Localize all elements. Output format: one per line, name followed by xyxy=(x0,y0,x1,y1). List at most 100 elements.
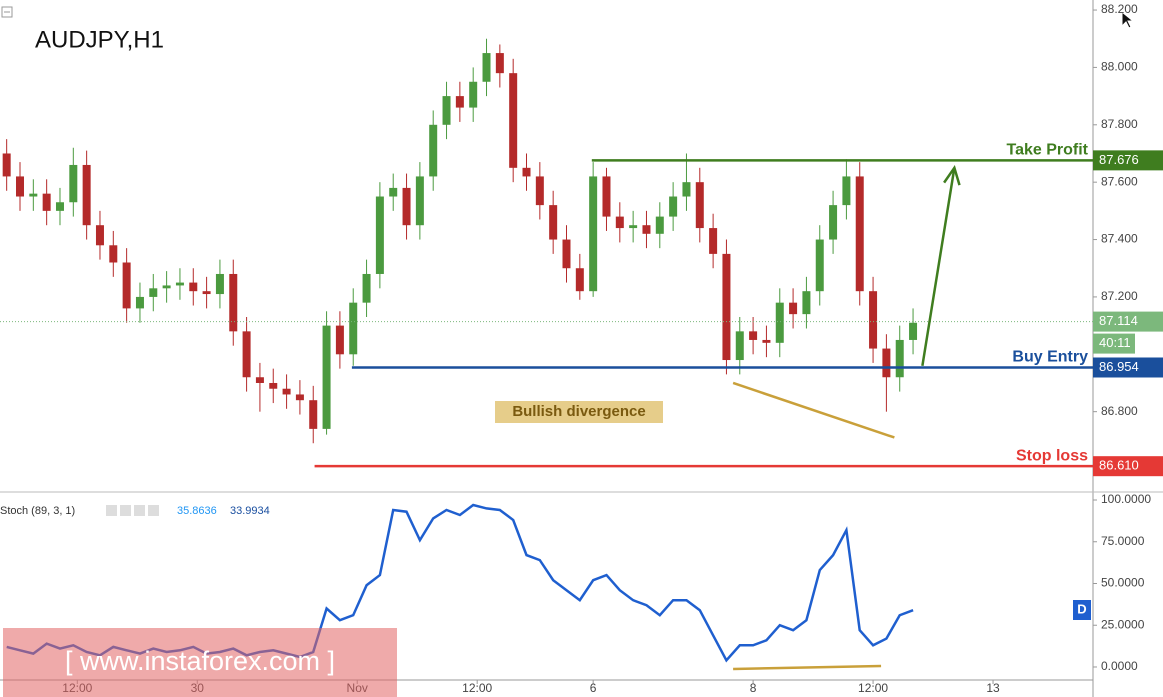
candle-body xyxy=(829,205,838,240)
level-badge xyxy=(1093,357,1163,378)
candle-body xyxy=(255,377,264,383)
y-tick-label: 0.0000 xyxy=(1101,659,1138,673)
candle-body xyxy=(575,268,584,292)
button[interactable] xyxy=(134,505,145,516)
note-box xyxy=(495,401,663,423)
candle-body xyxy=(122,262,131,309)
candle-body xyxy=(655,216,664,234)
candle-body xyxy=(869,291,878,349)
x-tick-label: 6 xyxy=(590,681,597,695)
candle-body xyxy=(362,273,371,303)
candle-body xyxy=(615,216,624,229)
candle-body xyxy=(175,282,184,286)
button[interactable] xyxy=(120,505,131,516)
indicator-reading: 35.8636 xyxy=(177,505,217,517)
candle-body xyxy=(642,225,651,234)
level-label: Take Profit xyxy=(1007,142,1089,159)
level-badge-label: 86.610 xyxy=(1099,458,1139,473)
candle-body xyxy=(909,322,918,340)
candle-body xyxy=(855,176,864,292)
candle-body xyxy=(709,228,718,254)
level-badge xyxy=(1093,150,1163,171)
indicator-title: Stoch (89, 3, 1) xyxy=(0,505,75,517)
candle-body xyxy=(455,96,464,108)
candle-body xyxy=(15,176,24,197)
candle-body xyxy=(82,164,91,226)
y-tick-label: 88.000 xyxy=(1101,60,1138,74)
arrow-head xyxy=(943,164,961,186)
button[interactable] xyxy=(106,505,117,516)
candle-body xyxy=(442,96,451,125)
candle-body xyxy=(482,53,491,82)
y-tick-label: 25.0000 xyxy=(1101,617,1145,631)
candle-body xyxy=(429,124,438,177)
candle-body xyxy=(749,331,758,340)
candle-body xyxy=(535,176,544,206)
candle-body xyxy=(215,273,224,295)
candle-body xyxy=(375,196,384,274)
candle-body xyxy=(882,348,891,378)
candle-body xyxy=(389,187,398,197)
level-badge-label: 87.676 xyxy=(1099,152,1139,167)
candle-body xyxy=(842,176,851,206)
candle-body xyxy=(589,176,598,292)
candle-body xyxy=(2,153,11,177)
candle-body xyxy=(522,167,531,177)
candle-body xyxy=(562,239,571,269)
watermark-box xyxy=(3,628,397,697)
indicator-badge xyxy=(1073,600,1091,620)
countdown-badge xyxy=(1093,333,1135,354)
current-price-badge xyxy=(1093,311,1163,332)
divergence-line xyxy=(732,381,895,439)
candle-body xyxy=(149,288,158,297)
candle-body xyxy=(602,176,611,217)
candle-body xyxy=(895,339,904,378)
y-tick-label: 86.800 xyxy=(1101,404,1138,418)
candle-body xyxy=(109,245,118,263)
arrow-shaft xyxy=(921,167,956,366)
candle-body xyxy=(69,164,78,203)
chart-title: AUDJPY,H1 xyxy=(35,26,164,53)
indicator-buttons xyxy=(106,505,159,516)
candle-body xyxy=(469,81,478,108)
countdown-label: 40:11 xyxy=(1099,335,1131,350)
cursor xyxy=(1121,10,1135,29)
watermark: [ www.instaforex.com ] xyxy=(65,646,335,676)
candle-body xyxy=(349,302,358,355)
level-label: Buy Entry xyxy=(1012,349,1088,366)
indicator-reading: 33.9934 xyxy=(230,505,270,517)
candle-body xyxy=(815,239,824,292)
candle-body xyxy=(269,382,278,389)
y-tick-label: 100.0000 xyxy=(1101,492,1151,506)
collapse-button[interactable] xyxy=(1,6,13,18)
candle-body xyxy=(775,302,784,343)
candle-body xyxy=(722,253,731,361)
y-tick-label: 87.200 xyxy=(1101,289,1138,303)
y-tick-label: 87.600 xyxy=(1101,174,1138,188)
candle-body xyxy=(802,291,811,315)
candle-body xyxy=(295,394,304,401)
x-tick-label: 12:00 xyxy=(462,681,492,695)
x-tick-label: 13 xyxy=(986,681,1000,695)
divergence-line xyxy=(733,664,882,671)
candle-body xyxy=(95,225,104,246)
candle-body xyxy=(789,302,798,315)
y-tick-label: 75.0000 xyxy=(1101,534,1145,548)
candle-body xyxy=(735,331,744,361)
candle-body xyxy=(29,193,38,197)
candle-body xyxy=(229,273,238,332)
candle-body xyxy=(135,296,144,309)
level-label: Stop loss xyxy=(1016,447,1088,464)
candle-body xyxy=(495,53,504,74)
candle-body xyxy=(669,196,678,217)
candle-body xyxy=(189,282,198,292)
candle-body xyxy=(309,400,318,429)
current-price-label: 87.114 xyxy=(1099,313,1138,328)
x-tick-label: 8 xyxy=(750,681,757,695)
level-badge xyxy=(1093,456,1163,477)
button[interactable] xyxy=(148,505,159,516)
x-tick-label: 12:00 xyxy=(858,681,888,695)
y-tick-label: 87.400 xyxy=(1101,232,1138,246)
y-tick-label: 88.200 xyxy=(1101,2,1138,16)
